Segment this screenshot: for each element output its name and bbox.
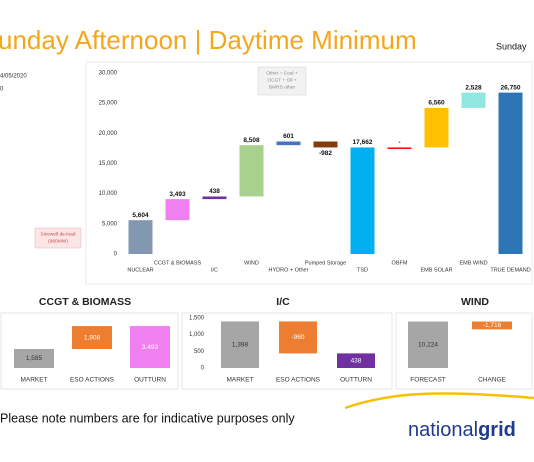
x-tick-label: HYDRO + Other: [269, 267, 309, 273]
x-tick-label: TRUE DEMAND: [490, 267, 530, 273]
bar: [130, 326, 170, 368]
panel-frame: [181, 312, 393, 390]
logo-part: national: [408, 419, 478, 441]
bar: [461, 92, 486, 108]
slide-title: unday Afternoon | Daytime Minimum: [0, 25, 417, 55]
y-tick-label: 15,000: [99, 161, 118, 167]
data-label: -982: [319, 150, 332, 157]
panel-frame: [395, 312, 533, 390]
x-tick-label: OUTTURN: [340, 377, 372, 384]
x-tick-label: CCGT & BIOMASS: [154, 260, 202, 266]
annotation-text: (960MW): [48, 238, 68, 244]
y-tick-label: 1,500: [189, 316, 205, 322]
data-label: 17,662: [353, 139, 373, 146]
annotation-box: [257, 66, 307, 96]
bar: [472, 321, 512, 330]
bar: [279, 321, 317, 354]
bar: [498, 92, 523, 254]
date-label: 4/05/2020: [0, 74, 27, 80]
x-tick-label: ESO ACTIONS: [276, 377, 321, 384]
data-label: 601: [283, 133, 294, 140]
x-tick-label: EMB SOLAR: [420, 267, 452, 273]
y-tick-label: 10,000: [99, 191, 118, 197]
panel-frame: [0, 312, 179, 390]
bar: [408, 321, 448, 368]
data-label: 438: [209, 188, 220, 195]
y-tick-label: 500: [194, 349, 205, 355]
data-label: -1,716: [483, 322, 502, 329]
data-label: 3,493: [142, 344, 159, 351]
bar: [276, 141, 301, 146]
sub-label: 0: [0, 87, 4, 93]
bar: [337, 353, 375, 368]
data-label: 5,604: [132, 212, 149, 219]
footer-swoosh: [344, 392, 534, 410]
x-tick-label: WIND: [244, 260, 259, 266]
x-tick-label: Pumped Storage: [305, 260, 346, 266]
bar: [128, 220, 153, 254]
data-label: 10,224: [418, 341, 438, 348]
bar: [239, 145, 264, 197]
day-label: Sunday: [496, 41, 527, 51]
y-tick-label: 0: [201, 366, 205, 372]
y-tick-label: 0: [114, 252, 118, 258]
bar: [221, 321, 259, 368]
footer-note: Please note numbers are for indicative p…: [0, 411, 295, 425]
data-label: -960: [291, 334, 304, 341]
x-tick-label: MARKET: [20, 377, 47, 384]
bar: [350, 147, 375, 254]
bar: [313, 141, 338, 148]
y-tick-label: 5,000: [102, 221, 118, 227]
x-tick-label: OBFM: [392, 260, 408, 266]
bar: [387, 147, 412, 149]
y-tick-label: 30,000: [99, 71, 118, 77]
data-label: 1,585: [26, 355, 43, 362]
bar: [14, 348, 54, 368]
chart-title: CCGT & BIOMASS: [39, 296, 131, 308]
annotation-text: Sizewell de-load: [41, 231, 76, 237]
logo-part: grid: [478, 419, 516, 441]
annotation-box: [34, 227, 82, 249]
data-label: 1,398: [232, 341, 249, 348]
data-label: 1,908: [84, 334, 101, 341]
data-label: 2,528: [465, 84, 482, 91]
bar: [72, 326, 112, 349]
y-tick-label: 20,000: [99, 131, 118, 137]
bar: [165, 199, 190, 221]
data-label: -: [398, 139, 400, 146]
data-label: 6,560: [428, 100, 445, 107]
chart-title: I/C: [276, 296, 290, 308]
x-tick-label: FORECAST: [410, 377, 445, 384]
x-tick-label: CHANGE: [478, 377, 506, 384]
data-label: 3,493: [169, 191, 186, 198]
data-label: 26,750: [501, 84, 521, 91]
annotation-text: BMRS other: [269, 84, 296, 90]
x-tick-label: ESO ACTIONS: [70, 377, 115, 384]
bar: [424, 107, 449, 148]
x-tick-label: I/C: [211, 267, 218, 273]
x-tick-label: OUTTURN: [134, 377, 166, 384]
y-tick-label: 25,000: [99, 101, 118, 107]
annotation-text: OCGT + Oil +: [267, 77, 296, 83]
y-tick-label: 1,000: [189, 332, 205, 338]
chart-title: WIND: [461, 296, 489, 308]
annotation-text: Other ~ Coal +: [266, 70, 298, 76]
x-tick-label: NUCLEAR: [127, 267, 153, 273]
bar: [202, 196, 227, 200]
x-tick-label: MARKET: [226, 377, 253, 384]
main-frame: [85, 61, 533, 285]
x-tick-label: EMB WIND: [459, 260, 487, 266]
logo: nationalgrid: [408, 419, 516, 441]
data-label: 8,508: [243, 137, 260, 144]
data-label: 438: [351, 357, 362, 364]
x-tick-label: TSD: [357, 267, 368, 273]
